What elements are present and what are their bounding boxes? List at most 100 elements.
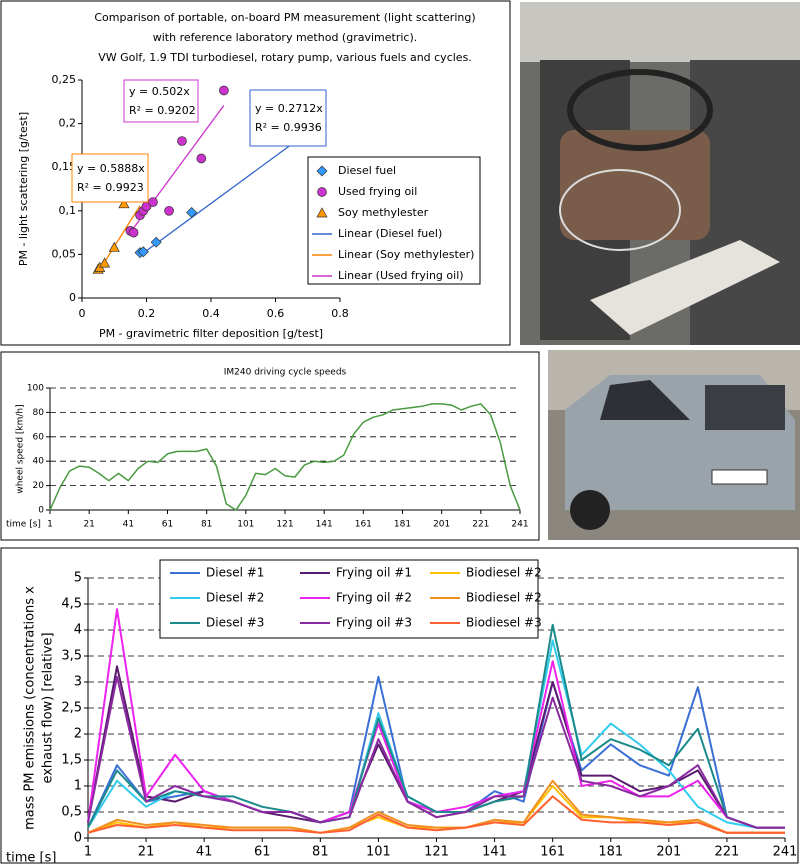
legend-label: Diesel #3: [206, 616, 264, 630]
legend-label: Frying oil #3: [336, 616, 412, 630]
y-tick-label: 0: [69, 291, 76, 304]
x-tick-label: 0.6: [267, 307, 285, 320]
photo-interior: [520, 2, 800, 345]
x-tick-label: 101: [237, 520, 254, 530]
legend-label: Diesel #2: [206, 591, 264, 605]
photo-window: [705, 385, 785, 430]
equation: y = 0.5888x: [77, 162, 145, 175]
x-tick-label: 21: [83, 520, 94, 530]
y-tick-label: 0,1: [59, 204, 77, 217]
y-tick-label: 0,5: [61, 805, 82, 820]
r-squared: R² = 0.9936: [255, 121, 322, 134]
legend-marker: [318, 188, 327, 197]
x-tick-label: 201: [656, 845, 681, 860]
photo-plate: [712, 470, 767, 484]
y-axis-label: mass PM emissions (concentrations x: [23, 586, 38, 830]
x-tick-label: 221: [715, 845, 740, 860]
y-tick-label: 40: [33, 457, 45, 467]
point: [197, 154, 206, 163]
screenshot: 00,050,10,150,20,2500.20.40.60.8Comparis…: [0, 0, 800, 865]
y-tick-label: 0,05: [52, 247, 77, 260]
y-tick-label: 0: [74, 831, 82, 846]
x-tick-label: 101: [366, 845, 391, 860]
equation-box: [250, 90, 326, 146]
x-axis-label: PM - gravimetric filter deposition [g/te…: [99, 327, 323, 340]
chart-title: VW Golf, 1.9 TDI turbodiesel, rotary pum…: [98, 51, 472, 64]
point: [129, 228, 138, 237]
y-tick-label: 20: [33, 481, 45, 491]
legend-label: Frying oil #1: [336, 566, 412, 580]
x-tick-label: 61: [254, 845, 271, 860]
x-tick-label: 0: [79, 307, 86, 320]
x-tick-label: 61: [162, 520, 173, 530]
point: [148, 198, 157, 207]
y-tick-label: 2,5: [61, 701, 82, 716]
legend-label: Linear (Diesel fuel): [338, 227, 442, 240]
y-tick-label: 1,5: [61, 753, 82, 768]
x-tick-label: 81: [201, 520, 212, 530]
point: [165, 206, 174, 215]
chart-title: with reference laboratory method (gravim…: [153, 31, 418, 44]
x-tick-label: 241: [511, 520, 528, 530]
x-axis-label: time [s]: [6, 520, 41, 530]
x-tick-label: 81: [312, 845, 329, 860]
chart-title: IM240 driving cycle speeds: [224, 368, 347, 378]
y-axis-label: wheel speed [km/h]: [16, 404, 26, 493]
x-tick-label: 0.4: [202, 307, 220, 320]
equation: y = 0.502x: [129, 85, 190, 98]
chart-title: Comparison of portable, on-board PM meas…: [94, 11, 475, 24]
y-tick-label: 2: [74, 727, 82, 742]
r-squared: R² = 0.9923: [77, 181, 144, 194]
x-tick-label: 21: [138, 845, 155, 860]
legend-label: Linear (Soy methylester): [338, 248, 474, 261]
x-tick-label: 141: [482, 845, 507, 860]
y-tick-label: 1: [74, 779, 82, 794]
legend-label: Linear (Used frying oil): [338, 269, 464, 282]
x-tick-label: 121: [276, 520, 293, 530]
equation: y = 0.2712x: [255, 102, 323, 115]
y-axis-label: exhaust flow) [relative]: [41, 632, 56, 783]
legend-label: Biodiesel #2: [466, 591, 542, 605]
x-tick-label: 1: [84, 845, 92, 860]
y-tick-label: 60: [33, 432, 45, 442]
x-tick-label: 221: [472, 520, 489, 530]
x-axis-label: time [s]: [6, 851, 56, 865]
x-tick-label: 141: [316, 520, 333, 530]
legend-label: Biodiesel #2: [466, 566, 542, 580]
point: [219, 86, 228, 95]
y-tick-label: 0,2: [59, 117, 77, 130]
x-tick-label: 1: [47, 520, 53, 530]
x-tick-label: 121: [424, 845, 449, 860]
r-squared: R² = 0.9202: [129, 104, 196, 117]
y-tick-label: 5: [74, 571, 82, 586]
y-tick-label: 100: [27, 384, 44, 394]
x-tick-label: 161: [355, 520, 372, 530]
y-tick-label: 3,5: [61, 649, 82, 664]
speed-panel: [1, 352, 539, 540]
x-tick-label: 181: [598, 845, 623, 860]
x-tick-label: 181: [394, 520, 411, 530]
legend-label: Frying oil #2: [336, 591, 412, 605]
y-tick-label: 4: [74, 623, 82, 638]
x-tick-label: 0.2: [138, 307, 156, 320]
x-tick-label: 161: [540, 845, 565, 860]
y-tick-label: 0,25: [52, 73, 77, 86]
legend-label: Biodiesel #3: [466, 616, 542, 630]
y-axis-label: PM - light scattering [g/test]: [17, 112, 30, 266]
photo-window: [520, 2, 800, 62]
x-tick-label: 241: [773, 845, 798, 860]
y-tick-label: 80: [33, 408, 45, 418]
y-tick-label: 0: [38, 506, 44, 516]
legend-label: Diesel fuel: [338, 164, 396, 177]
y-tick-label: 3: [74, 675, 82, 690]
point: [177, 137, 186, 146]
legend-label: Diesel #1: [206, 566, 264, 580]
x-tick-label: 0.8: [331, 307, 349, 320]
photo-car: [548, 350, 800, 540]
legend-label: Soy methylester: [338, 206, 429, 219]
x-tick-label: 201: [433, 520, 450, 530]
x-tick-label: 41: [123, 520, 134, 530]
photo-wheel: [570, 490, 610, 530]
x-tick-label: 41: [196, 845, 213, 860]
legend-label: Used frying oil: [338, 185, 417, 198]
